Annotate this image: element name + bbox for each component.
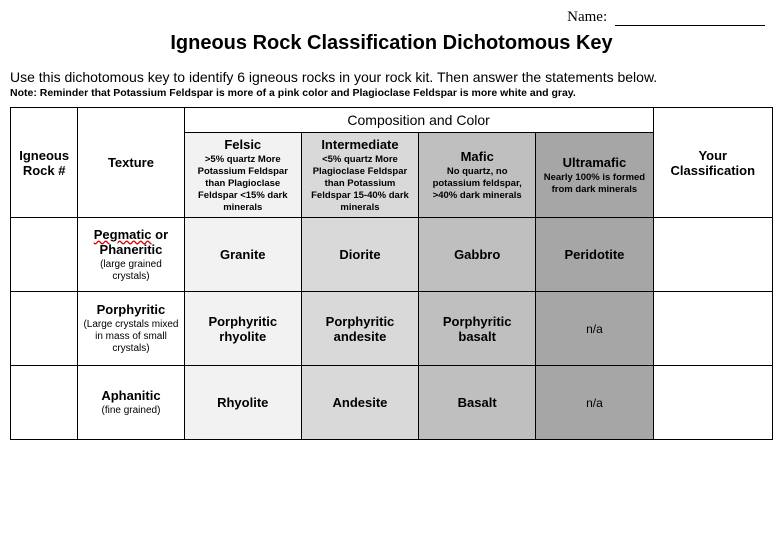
col-name: Intermediate <box>306 137 414 152</box>
note-text: Note: Reminder that Potassium Feldspar i… <box>10 87 773 99</box>
header-texture: Texture <box>78 108 184 218</box>
col-name: Ultramafic <box>540 155 648 170</box>
texture-cell: Aphanitic (fine grained) <box>78 366 184 440</box>
cell-intermediate: Andesite <box>301 366 418 440</box>
name-input-line[interactable] <box>615 12 765 26</box>
intro-text: Use this dichotomous key to identify 6 i… <box>10 69 773 85</box>
cell-felsic: Rhyolite <box>184 366 301 440</box>
cell-ultramafic: Peridotite <box>536 218 653 292</box>
your-class-cell[interactable] <box>653 292 772 366</box>
classification-table: Igneous Rock # Texture Composition and C… <box>10 107 773 440</box>
texture-name: Porphyritic <box>82 302 179 317</box>
table-row: Porphyritic (Large crystals mixed in mas… <box>11 292 773 366</box>
col-header-intermediate: Intermediate <5% quartz More Plagioclase… <box>301 133 418 218</box>
name-label: Name: <box>567 9 607 25</box>
your-class-cell[interactable] <box>653 218 772 292</box>
cell-mafic: Porphyritic basalt <box>419 292 536 366</box>
col-name: Felsic <box>189 137 297 152</box>
col-header-felsic: Felsic >5% quartz More Potassium Feldspa… <box>184 133 301 218</box>
header-composition-title: Composition and Color <box>184 108 653 133</box>
cell-felsic: Porphyritic rhyolite <box>184 292 301 366</box>
cell-mafic: Gabbro <box>419 218 536 292</box>
cell-ultramafic: n/a <box>536 366 653 440</box>
table-row: Aphanitic (fine grained) Rhyolite Andesi… <box>11 366 773 440</box>
col-header-mafic: Mafic No quartz, no potassium feldspar, … <box>419 133 536 218</box>
rock-num-cell[interactable] <box>11 366 78 440</box>
texture-desc: (large grained crystals) <box>82 259 179 283</box>
name-field-row: Name: <box>10 8 765 26</box>
texture-name: Aphanitic <box>82 388 179 403</box>
your-class-cell[interactable] <box>653 366 772 440</box>
table-row: Pegmatic or Phaneritic (large grained cr… <box>11 218 773 292</box>
texture-cell: Porphyritic (Large crystals mixed in mas… <box>78 292 184 366</box>
header-rock-num: Igneous Rock # <box>11 108 78 218</box>
texture-name: Pegmatic or Phaneritic <box>82 227 179 257</box>
texture-cell: Pegmatic or Phaneritic (large grained cr… <box>78 218 184 292</box>
col-desc: Nearly 100% is formed from dark minerals <box>540 172 648 196</box>
cell-ultramafic: n/a <box>536 292 653 366</box>
col-header-ultramafic: Ultramafic Nearly 100% is formed from da… <box>536 133 653 218</box>
cell-felsic: Granite <box>184 218 301 292</box>
col-name: Mafic <box>423 149 531 164</box>
cell-intermediate: Porphyritic andesite <box>301 292 418 366</box>
texture-desc: (fine grained) <box>82 405 179 417</box>
col-desc: <5% quartz More Plagioclase Feldspar tha… <box>306 154 414 213</box>
col-desc: >5% quartz More Potassium Feldspar than … <box>189 154 297 213</box>
page-title: Igneous Rock Classification Dichotomous … <box>10 32 773 55</box>
cell-mafic: Basalt <box>419 366 536 440</box>
rock-num-cell[interactable] <box>11 218 78 292</box>
cell-intermediate: Diorite <box>301 218 418 292</box>
texture-desc: (Large crystals mixed in mass of small c… <box>82 319 179 355</box>
header-your-classification: Your Classification <box>653 108 772 218</box>
col-desc: No quartz, no potassium feldspar, >40% d… <box>423 166 531 202</box>
rock-num-cell[interactable] <box>11 292 78 366</box>
